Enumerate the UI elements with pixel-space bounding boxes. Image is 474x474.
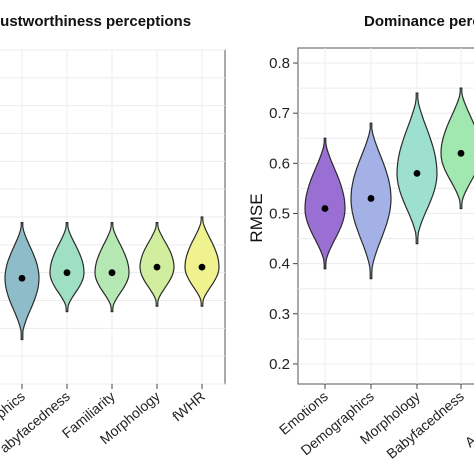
y-tick-label: 0.5 — [269, 205, 290, 222]
panel-title-dominance: Dominance perceptions — [364, 13, 474, 30]
y-tick-label: 0.4 — [269, 256, 290, 273]
median-point-4 — [198, 263, 206, 271]
median-point-0 — [321, 205, 329, 212]
median-point-1 — [367, 195, 375, 202]
y-axis-label-dominance: RMSE — [247, 193, 266, 242]
violin-2 — [94, 221, 130, 313]
median-point-2 — [108, 269, 116, 277]
x-tick-label-partial: A — [462, 432, 474, 451]
median-point-0 — [18, 274, 26, 282]
y-tick-label: 0.3 — [269, 306, 290, 323]
x-tick-label: phics — [0, 388, 28, 421]
violin-0 — [304, 137, 346, 270]
y-tick-label: 0.6 — [269, 155, 290, 172]
median-point-2 — [413, 169, 421, 177]
violin-4 — [184, 216, 220, 307]
median-point-1 — [63, 269, 71, 277]
y-tick-label: 0.7 — [269, 105, 290, 122]
panel-title-trustworthiness: Trustworthiness perceptions — [0, 13, 191, 30]
y-tick-label: 0.8 — [269, 55, 290, 72]
violin-2 — [396, 92, 438, 245]
violin-1 — [49, 221, 85, 313]
x-tick-label: fWHR — [169, 388, 208, 424]
x-tick-label: Babyfacedness — [383, 388, 467, 462]
median-point-3 — [457, 149, 465, 157]
y-tick-label: 0.2 — [269, 356, 290, 373]
violin-3 — [440, 87, 474, 210]
panel-dominance: Dominance perceptions 0.2 0.3 0.4 0.5 0.6 0.7… — [247, 13, 474, 462]
median-point-3 — [153, 263, 161, 271]
panel-trustworthiness: Trustworthiness perceptions phicsabyface… — [0, 13, 226, 456]
